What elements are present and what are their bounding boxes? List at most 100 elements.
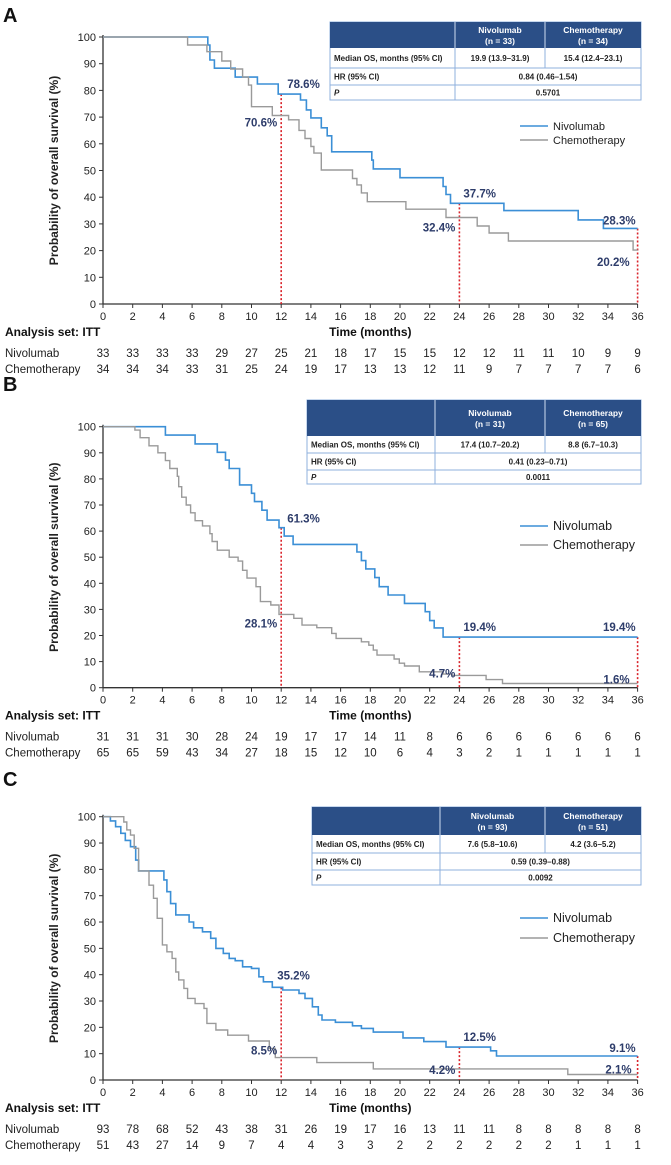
at-risk-count: 34 — [215, 748, 228, 760]
at-risk-count: 9 — [634, 348, 640, 360]
survival-annotation: 4.2% — [429, 1065, 455, 1077]
y-tick-label: 60 — [84, 917, 96, 929]
survival-annotation: 61.3% — [287, 514, 320, 526]
table-header-nivolumab-n: (n = 33) — [485, 36, 515, 46]
table-cell-combined: 0.59 (0.39–0.88) — [511, 858, 570, 867]
x-tick-label: 24 — [453, 311, 465, 323]
table-row-label: P — [311, 473, 317, 482]
x-tick-label: 36 — [631, 695, 643, 707]
at-risk-count: 2 — [397, 1140, 403, 1152]
x-tick-label: 30 — [542, 695, 554, 707]
x-tick-label: 18 — [364, 695, 376, 707]
table-cell-combined: 0.84 (0.46–1.54) — [519, 73, 578, 82]
x-tick-label: 8 — [219, 311, 225, 323]
summary-table: Nivolumab(n = 93) Chemotherapy(n = 51) Med… — [311, 806, 642, 886]
at-risk-count: 6 — [486, 732, 492, 744]
survival-annotation: 28.3% — [603, 215, 636, 227]
at-risk-count: 93 — [97, 1124, 110, 1136]
at-risk-count: 3 — [456, 748, 462, 760]
at-risk-count: 11 — [513, 348, 525, 360]
at-risk-count: 43 — [186, 748, 199, 760]
at-risk-count: 33 — [186, 348, 199, 360]
at-risk-count: 6 — [605, 732, 611, 744]
x-tick-label: 10 — [245, 1087, 257, 1099]
at-risk-count: 8 — [545, 1124, 551, 1136]
table-header-nivolumab-n: (n = 31) — [475, 419, 505, 429]
table-header-chemotherapy-n: (n = 34) — [578, 36, 608, 46]
at-risk-count: 78 — [126, 1124, 139, 1136]
at-risk-count: 31 — [275, 1124, 288, 1136]
at-risk-count: 13 — [364, 364, 377, 376]
y-tick-label: 0 — [90, 299, 96, 311]
y-tick-label: 40 — [84, 970, 96, 982]
y-tick-label: 0 — [90, 1075, 96, 1087]
x-tick-label: 4 — [159, 311, 165, 323]
survival-annotation: 9.1% — [609, 1043, 635, 1055]
at-risk-count: 6 — [575, 732, 581, 744]
survival-annotation: 37.7% — [463, 188, 496, 200]
at-risk-count: 1 — [575, 748, 581, 760]
x-tick-label: 32 — [572, 695, 584, 707]
at-risk-count: 33 — [156, 348, 169, 360]
series-chemotherapy-curve — [103, 816, 638, 1076]
at-risk-count: 1 — [634, 748, 640, 760]
at-risk-count: 43 — [215, 1124, 228, 1136]
table-cell-combined: 0.0092 — [528, 874, 553, 883]
y-tick-label: 100 — [78, 32, 96, 44]
survival-annotation: 8.5% — [251, 1046, 277, 1058]
x-tick-label: 0 — [100, 1087, 106, 1099]
at-risk-count: 51 — [97, 1140, 110, 1152]
at-risk-count: 12 — [453, 348, 466, 360]
at-risk-count: 11 — [543, 348, 555, 360]
panel-a: A Probability of overall survival (%) 0 10 2… — [3, 5, 644, 376]
table-row-label: HR (95% CI) — [311, 458, 357, 467]
at-risk-count: 18 — [275, 748, 288, 760]
x-tick-label: 20 — [394, 695, 406, 707]
at-risk-count: 17 — [305, 732, 318, 744]
table-cell-chemotherapy: 8.8 (6.7–10.3) — [568, 441, 618, 450]
y-tick-label: 80 — [84, 85, 96, 97]
x-tick-label: 32 — [572, 311, 584, 323]
x-tick-label: 32 — [572, 1087, 584, 1099]
table-header-chemotherapy: Chemotherapy — [563, 811, 623, 821]
x-tick-label: 28 — [513, 695, 525, 707]
panel-label: B — [3, 374, 17, 396]
at-risk-count: 31 — [126, 732, 139, 744]
at-risk-count: 9 — [605, 348, 611, 360]
at-risk-count: 11 — [394, 732, 406, 744]
at-risk-count: 12 — [334, 748, 347, 760]
at-risk-count: 18 — [334, 348, 347, 360]
table-row-label: Median OS, months (95% CI) — [311, 441, 420, 450]
x-tick-label: 4 — [159, 1087, 165, 1099]
survival-annotation: 1.6% — [603, 675, 629, 687]
at-risk-count: 2 — [486, 748, 492, 760]
at-risk-count: 7 — [605, 364, 611, 376]
x-tick-label: 8 — [219, 695, 225, 707]
y-tick-label: 10 — [84, 657, 96, 669]
table-cell-nivolumab: 17.4 (10.7–20.2) — [461, 441, 520, 450]
y-tick-label: 30 — [84, 996, 96, 1008]
at-risk-count: 31 — [215, 364, 228, 376]
x-tick-label: 0 — [100, 311, 106, 323]
x-tick-label: 18 — [364, 1087, 376, 1099]
x-tick-label: 24 — [453, 695, 465, 707]
x-tick-label: 12 — [275, 311, 287, 323]
at-risk-count: 21 — [305, 348, 318, 360]
x-tick-label: 26 — [483, 311, 495, 323]
y-tick-label: 10 — [84, 272, 96, 284]
y-tick-label: 50 — [84, 166, 96, 178]
at-risk-count: 7 — [545, 364, 551, 376]
at-risk-count: 27 — [245, 348, 258, 360]
table-header-nivolumab: Nivolumab — [468, 408, 511, 418]
table-cell-combined: 0.0011 — [526, 473, 551, 482]
x-axis-label: Time (months) — [329, 709, 411, 723]
y-tick-label: 40 — [84, 192, 96, 204]
y-axis-label: Probability of overall survival (%) — [47, 854, 61, 1043]
y-tick-label: 100 — [78, 422, 96, 434]
at-risk-count: 29 — [215, 348, 228, 360]
y-axis-label: Probability of overall survival (%) — [47, 463, 61, 652]
at-risk-count: 4 — [308, 1140, 315, 1152]
y-tick-label: 60 — [84, 139, 96, 151]
table-header-row — [307, 400, 641, 436]
